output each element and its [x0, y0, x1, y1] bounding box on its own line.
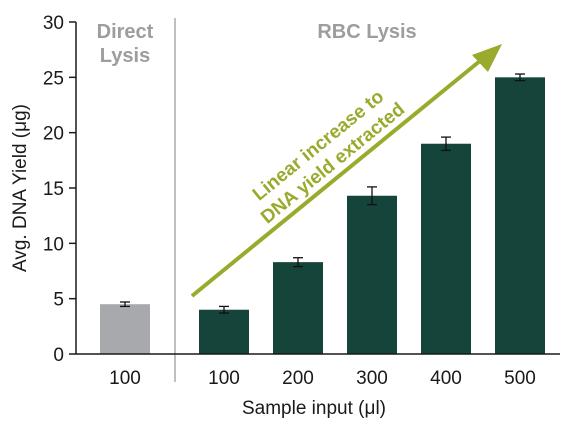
error-bar [219, 305, 229, 314]
error-bar [367, 186, 377, 206]
y-tick-label: 10 [43, 234, 64, 255]
error-bar [293, 257, 303, 268]
x-tick-label: 100 [109, 368, 141, 389]
section-label-direct-lysis: Direct Lysis [97, 21, 154, 67]
bar [495, 77, 545, 354]
trend-arrow-shaft [190, 54, 488, 298]
bar [199, 309, 249, 354]
y-axis: 0 5 10 15 20 25 30 [43, 13, 77, 366]
y-tick-label: 25 [43, 68, 64, 89]
error-bar [120, 301, 130, 308]
section-labels: Direct Lysis RBC Lysis [97, 18, 417, 382]
y-tick-label: 5 [53, 290, 64, 311]
x-tick-label: 500 [504, 368, 536, 389]
error-bar [515, 73, 525, 82]
x-tick-label: 200 [282, 368, 314, 389]
bars [100, 73, 545, 354]
x-axis-label: Sample input (μl) [242, 398, 386, 419]
bar [347, 195, 397, 354]
x-tick-label: 100 [208, 368, 240, 389]
trend-arrow-head [472, 44, 502, 72]
y-tick-label: 30 [43, 13, 64, 34]
section-label-rbc-lysis: RBC Lysis [317, 21, 416, 43]
y-tick-label: 15 [43, 179, 64, 200]
x-tick-label: 300 [356, 368, 388, 389]
bar [421, 143, 471, 354]
y-axis-label: Avg. DNA Yield (μg) [10, 104, 31, 272]
y-tick-label: 0 [53, 345, 64, 366]
y-tick-label: 20 [43, 124, 64, 145]
x-axis: 100 100 200 300 400 500 [76, 353, 560, 389]
error-bar [441, 136, 451, 152]
x-tick-label: 400 [430, 368, 462, 389]
bar [273, 262, 323, 354]
bar [100, 304, 150, 354]
